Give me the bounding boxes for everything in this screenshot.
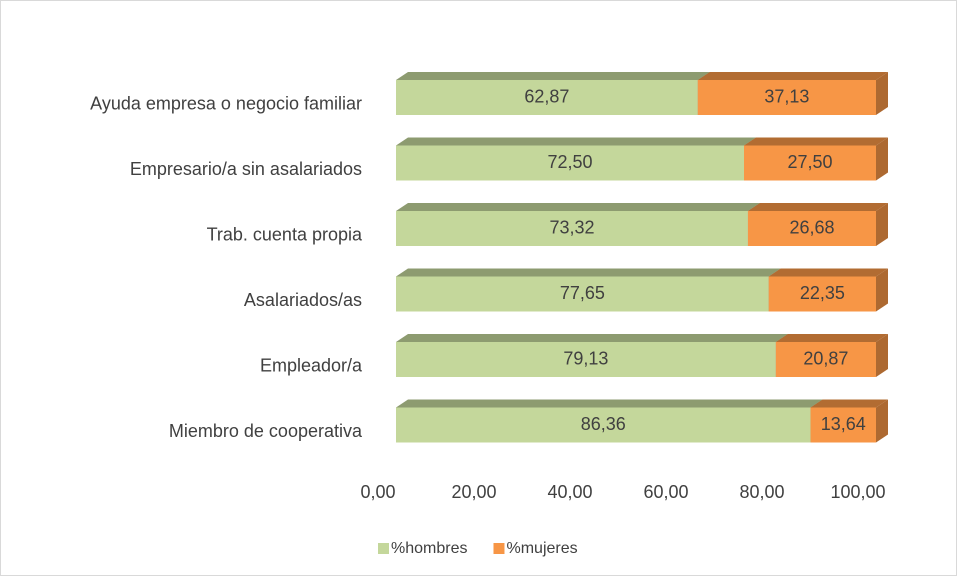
data-label: 77,65 — [560, 283, 605, 303]
bar-side — [876, 399, 888, 443]
bar-side — [876, 334, 888, 377]
bar-top — [396, 137, 756, 146]
x-tick-label: 100,00 — [830, 482, 885, 502]
category-label: Miembro de cooperativa — [169, 421, 363, 441]
legend-label: %hombres — [391, 540, 467, 557]
data-label: 73,32 — [549, 217, 594, 237]
bar-top — [747, 203, 888, 211]
bar-segment — [396, 342, 776, 377]
category-label: Asalariados/as — [244, 290, 362, 310]
x-tick-label: 80,00 — [739, 482, 784, 502]
data-label: 13,64 — [821, 414, 866, 434]
bar-side — [876, 203, 888, 246]
bar-side — [876, 268, 888, 312]
x-tick-label: 40,00 — [547, 482, 592, 502]
x-tick-label: 20,00 — [451, 482, 496, 502]
bar-segment — [396, 145, 744, 181]
category-label: Empresario/a sin asalariados — [130, 159, 362, 179]
bar-top — [744, 137, 888, 146]
bar-side — [876, 137, 888, 181]
bar-top — [697, 72, 888, 80]
data-label: 79,13 — [563, 348, 608, 368]
x-tick-label: 0,00 — [360, 482, 395, 502]
data-label: 72,50 — [547, 152, 592, 172]
bar-segment — [396, 407, 811, 443]
bar-segment — [747, 211, 876, 246]
bar-top — [775, 334, 888, 342]
category-label: Empleador/a — [260, 355, 363, 375]
bar-top — [810, 399, 888, 408]
bar-segment — [396, 211, 748, 246]
bar-top — [396, 399, 823, 408]
bar-segment — [396, 276, 769, 312]
bar-segment — [775, 342, 876, 377]
bar-segment — [810, 407, 876, 443]
bar-top — [396, 72, 710, 80]
data-label: 26,68 — [789, 217, 834, 237]
data-label: 62,87 — [524, 86, 569, 106]
category-label: Trab. cuenta propia — [207, 224, 363, 244]
data-label: 37,13 — [764, 86, 809, 106]
bar-side — [876, 72, 888, 115]
bar-top — [396, 203, 760, 211]
bar-top — [396, 268, 781, 277]
legend-label: %mujeres — [506, 540, 577, 557]
category-label: Ayuda empresa o negocio familiar — [90, 93, 362, 113]
bar-segment — [768, 276, 876, 312]
x-tick-label: 60,00 — [643, 482, 688, 502]
data-label: 27,50 — [787, 152, 832, 172]
bar-segment — [396, 80, 698, 115]
legend-swatch — [493, 543, 505, 554]
data-label: 22,35 — [800, 283, 845, 303]
bar-segment — [744, 145, 876, 181]
bar-top — [396, 334, 788, 342]
data-label: 20,87 — [803, 348, 848, 368]
data-label: 86,36 — [581, 414, 626, 434]
legend-swatch — [378, 543, 389, 554]
bar-segment — [697, 80, 876, 115]
bar-top — [768, 268, 888, 277]
